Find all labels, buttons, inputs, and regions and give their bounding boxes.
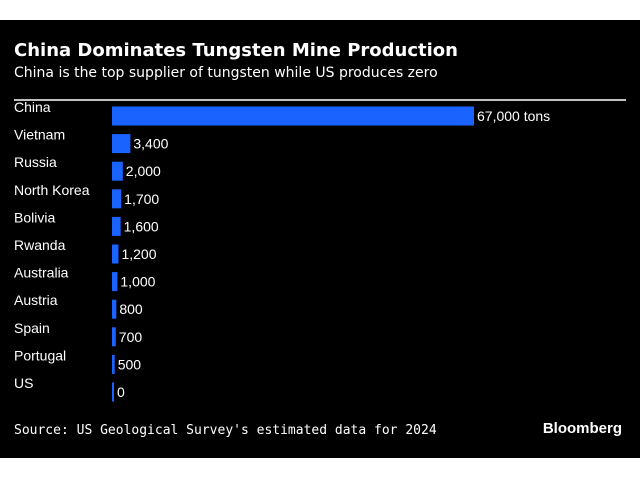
source-note: Source: US Geological Survey's estimated… [14, 423, 437, 438]
value-label: 1,000 [120, 274, 155, 290]
chart-title: China Dominates Tungsten Mine Production [14, 40, 458, 61]
category-label: Australia [14, 265, 69, 281]
category-label: Spain [14, 320, 50, 336]
bar [112, 216, 121, 236]
category-label: Vietnam [14, 127, 65, 143]
bar [112, 382, 114, 402]
bloomberg-logo: Bloomberg [542, 420, 622, 437]
category-label: China [14, 99, 51, 115]
bar-chart: China 67,000 tons Vietnam 3,400 Russia 2,000 N… [14, 99, 626, 402]
value-label: 700 [119, 329, 143, 345]
bar [112, 354, 115, 374]
category-label: North Korea [14, 182, 90, 198]
category-label: Austria [14, 292, 58, 308]
bar [112, 161, 123, 181]
value-label: 800 [119, 301, 143, 317]
value-label: 2,000 [126, 163, 161, 179]
bar [112, 272, 118, 292]
category-label: Bolivia [14, 209, 55, 225]
category-label: Rwanda [14, 237, 66, 253]
category-label: Russia [14, 154, 57, 170]
bar [112, 299, 117, 319]
value-label: 1,700 [124, 191, 159, 207]
bar [112, 327, 116, 347]
category-label: US [14, 375, 33, 391]
value-label: 1,200 [121, 246, 156, 262]
value-label: 0 [117, 384, 125, 400]
chart-subtitle: China is the top supplier of tungsten wh… [14, 65, 438, 81]
bar [112, 244, 119, 264]
value-label: 1,600 [124, 218, 159, 234]
bar [112, 189, 122, 209]
bar [112, 106, 474, 126]
chart-card: China Dominates Tungsten Mine Production… [0, 20, 640, 458]
bar [112, 134, 131, 154]
value-label: 500 [118, 356, 142, 372]
value-label: 3,400 [133, 136, 168, 152]
category-label: Portugal [14, 347, 66, 363]
value-label: 67,000 tons [477, 108, 550, 124]
